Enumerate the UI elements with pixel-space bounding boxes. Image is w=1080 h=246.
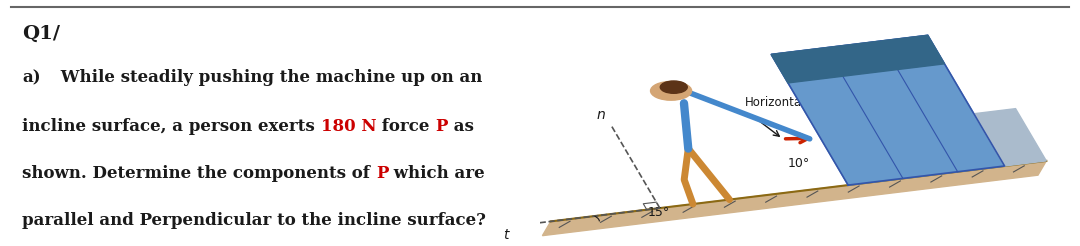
Text: a): a) (23, 69, 41, 86)
Polygon shape (542, 161, 1047, 236)
Text: 10°: 10° (787, 157, 810, 170)
Polygon shape (974, 109, 1047, 166)
Text: While steadily pushing the machine up on an: While steadily pushing the machine up on… (55, 69, 483, 86)
Circle shape (660, 81, 687, 93)
Text: shown. Determine the components of: shown. Determine the components of (23, 165, 376, 182)
Text: P: P (376, 165, 389, 182)
Text: force: force (377, 118, 435, 135)
Text: 180 N: 180 N (321, 118, 377, 135)
Polygon shape (771, 35, 945, 83)
Circle shape (650, 81, 691, 100)
Text: parallel and Perpendicular to the incline surface?: parallel and Perpendicular to the inclin… (23, 212, 486, 229)
Polygon shape (771, 35, 1004, 185)
Text: which are: which are (389, 165, 485, 182)
Text: 15°: 15° (648, 206, 670, 219)
Text: t: t (503, 228, 509, 242)
Text: n: n (597, 108, 606, 123)
Text: incline surface, a person exerts: incline surface, a person exerts (23, 118, 321, 135)
Text: P: P (435, 118, 448, 135)
Text: $P$ = 180 N: $P$ = 180 N (821, 118, 886, 131)
Text: Q1/: Q1/ (23, 25, 60, 43)
Text: as: as (448, 118, 474, 135)
Text: Horizontal: Horizontal (745, 96, 806, 109)
